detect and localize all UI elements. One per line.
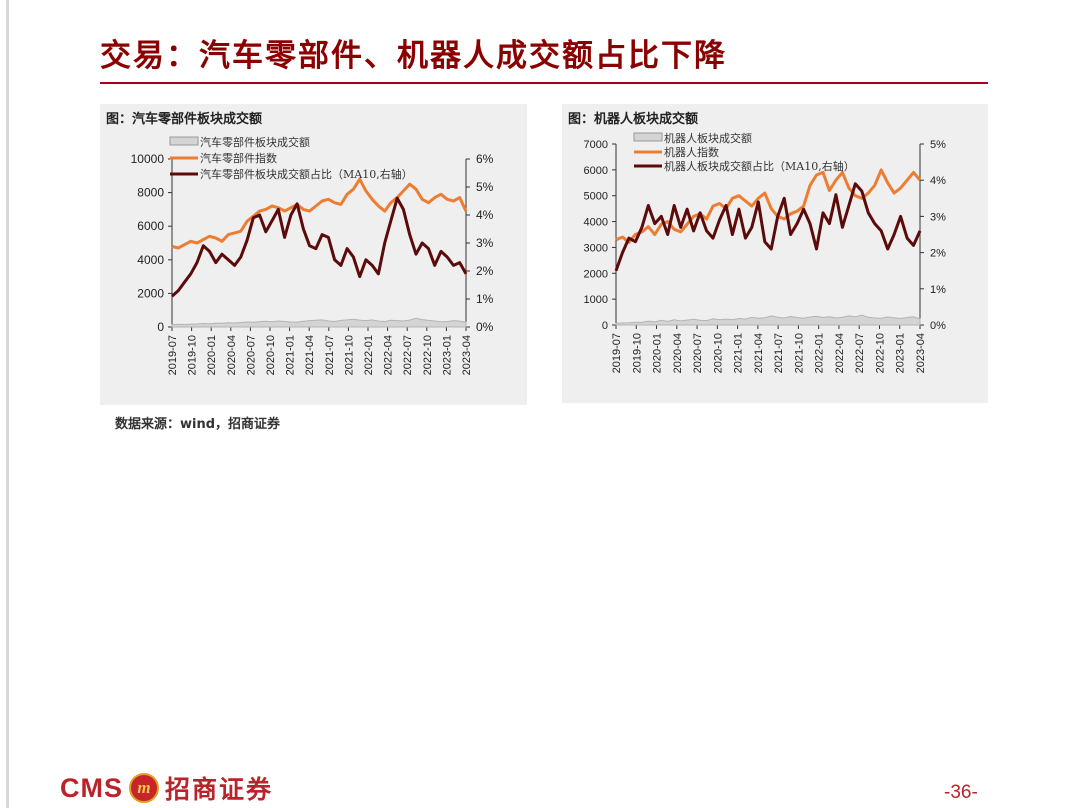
legend-swatch xyxy=(169,136,199,146)
right-y-tick-label: 4% xyxy=(930,175,946,187)
right-y-tick-label: 3% xyxy=(930,211,946,223)
x-tick-label: 2020-01 xyxy=(652,333,664,373)
x-tick-label: 2022-01 xyxy=(814,333,826,373)
legend-label: 汽车零部件板块成交额 xyxy=(200,135,310,149)
x-tick-label: 2020-04 xyxy=(672,333,684,373)
right-y-tick-label: 2% xyxy=(476,264,494,278)
x-tick-label: 2021-10 xyxy=(343,335,355,375)
auto-parts-chart: 0 2000 4000 6000 8000 10000 0% 1% 2% 3% 4% 5% 6% 2019… xyxy=(131,135,494,375)
robot-chart-panel: 0 1000 2000 3000 4000 5000 6000 7000 0% 1% 2% 3% 4% 5… xyxy=(562,104,988,403)
series-share-line xyxy=(171,196,468,298)
x-tick-label: 2019-07 xyxy=(611,333,623,373)
right-y-tick-label: 0% xyxy=(930,320,946,332)
right-y-tick-label: 5% xyxy=(476,180,494,194)
left-y-tick-label: 0 xyxy=(602,320,608,332)
x-tick-label: 2019-10 xyxy=(187,335,199,375)
left-y-tick-label: 5000 xyxy=(584,191,608,203)
x-tick-label: 2022-01 xyxy=(363,335,375,375)
series-index-line xyxy=(615,168,922,244)
x-tick-label: 2019-07 xyxy=(167,335,179,375)
page-number: -36- xyxy=(944,782,978,803)
left-y-tick-label: 10000 xyxy=(131,152,165,166)
x-tick-label: 2022-04 xyxy=(834,333,846,373)
series-index-line xyxy=(171,177,468,250)
logo-emblem-icon: m xyxy=(129,773,159,803)
x-tick-label: 2021-04 xyxy=(753,333,765,373)
right-y-tick-label: 1% xyxy=(930,284,946,296)
right-y-tick-label: 4% xyxy=(476,208,494,222)
right-y-tick-label: 1% xyxy=(476,292,494,306)
x-tick-label: 2021-07 xyxy=(324,335,336,375)
x-tick-label: 2020-07 xyxy=(245,335,257,375)
x-tick-label: 2022-07 xyxy=(402,335,414,375)
series-volume-area xyxy=(615,314,921,326)
x-tick-label: 2022-10 xyxy=(874,333,886,373)
x-tick-label: 2021-04 xyxy=(304,335,316,375)
x-tick-label: 2022-07 xyxy=(854,333,866,373)
x-tick-label: 2021-10 xyxy=(793,333,805,373)
x-tick-label: 2021-07 xyxy=(773,333,785,373)
title-divider xyxy=(100,82,988,84)
x-tick-label: 2022-04 xyxy=(383,335,395,375)
left-y-tick-label: 8000 xyxy=(137,186,164,200)
data-source-note: 数据来源：wind，招商证券 xyxy=(115,417,281,432)
logo-company-name: 招商证券 xyxy=(165,775,274,804)
x-tick-label: 2020-04 xyxy=(226,335,238,375)
left-y-tick-label: 7000 xyxy=(584,139,608,151)
x-tick-label: 2020-10 xyxy=(265,335,277,375)
robot-chart: 0 1000 2000 3000 4000 5000 6000 7000 0% 1% 2% 3% 4% 5… xyxy=(584,131,947,373)
legend-label: 机器人指数 xyxy=(664,145,719,159)
x-tick-label: 2023-01 xyxy=(441,335,453,375)
right-y-tick-label: 2% xyxy=(930,248,946,260)
x-tick-label: 2023-04 xyxy=(461,335,473,375)
x-tick-label: 2022-10 xyxy=(422,335,434,375)
left-y-tick-label: 2000 xyxy=(137,286,164,300)
auto-parts-chart-caption: 图：汽车零部件板块成交额 xyxy=(106,112,263,127)
legend-label: 机器人板块成交额 xyxy=(664,131,752,145)
right-y-tick-label: 3% xyxy=(476,236,494,250)
left-y-tick-label: 6000 xyxy=(584,165,608,177)
right-y-tick-label: 6% xyxy=(476,152,494,166)
right-y-tick-label: 0% xyxy=(476,320,494,334)
left-y-tick-label: 4000 xyxy=(137,253,164,267)
logo-cms-text: CMS xyxy=(60,772,123,803)
slide-title: 交易：汽车零部件、机器人成交额占比下降 xyxy=(100,38,727,74)
left-y-tick-label: 0 xyxy=(157,320,164,334)
auto-parts-chart-panel: 0 2000 4000 6000 8000 10000 0% 1% 2% 3% 4% 5% 6% 2019… xyxy=(100,104,527,405)
left-y-tick-label: 1000 xyxy=(584,294,608,306)
robot-chart-caption: 图：机器人板块成交额 xyxy=(568,112,699,127)
legend-label: 汽车零部件板块成交额占比（MA10,右轴） xyxy=(200,167,413,181)
x-tick-label: 2020-10 xyxy=(712,333,724,373)
legend-label: 汽车零部件指数 xyxy=(200,151,277,165)
x-tick-label: 2020-01 xyxy=(206,335,218,375)
series-share-line xyxy=(614,182,922,272)
x-tick-label: 2023-01 xyxy=(895,333,907,373)
legend-swatch xyxy=(633,132,663,142)
left-y-tick-label: 6000 xyxy=(137,219,164,233)
x-tick-label: 2021-01 xyxy=(285,335,297,375)
right-y-tick-label: 5% xyxy=(930,139,946,151)
legend-label: 机器人板块成交额占比（MA10,右轴） xyxy=(664,159,855,173)
series-volume-area xyxy=(171,317,467,328)
cms-logo: CMS m 招商证券 xyxy=(60,771,273,805)
left-edge-rule xyxy=(6,0,9,808)
x-tick-label: 2023-04 xyxy=(915,333,927,373)
left-y-tick-label: 2000 xyxy=(584,268,608,280)
left-y-tick-label: 4000 xyxy=(584,217,608,229)
left-y-tick-label: 3000 xyxy=(584,242,608,254)
x-tick-label: 2019-10 xyxy=(631,333,643,373)
x-tick-label: 2021-01 xyxy=(733,333,745,373)
x-tick-label: 2020-07 xyxy=(692,333,704,373)
